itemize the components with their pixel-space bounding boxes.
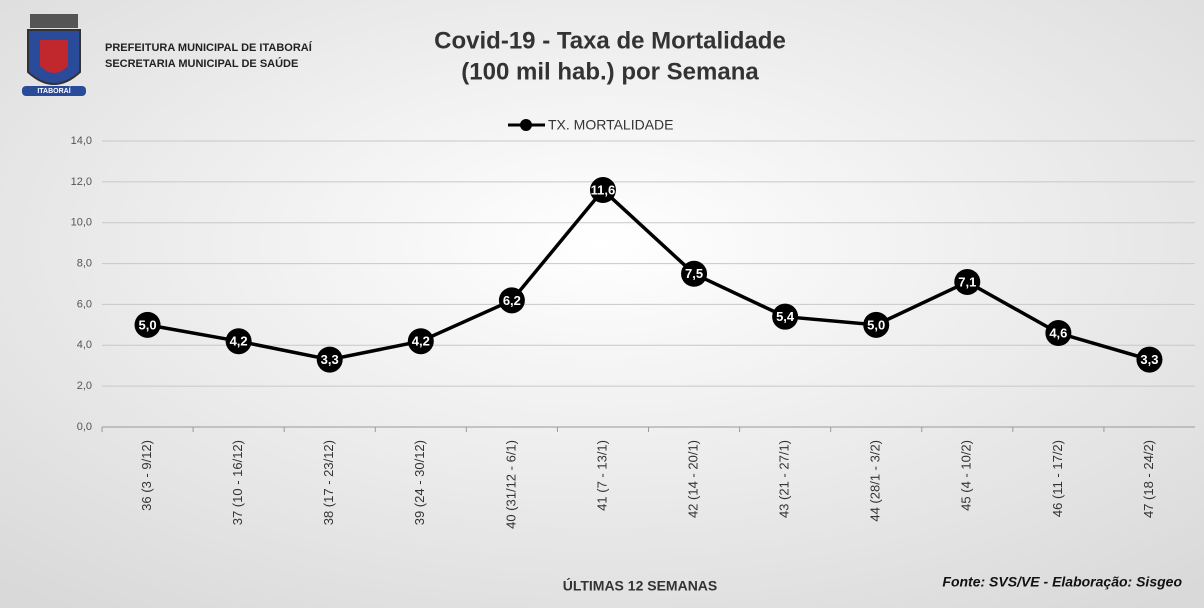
series-line (147, 187, 1150, 362)
x-tick-label: 47 (18 - 24/2) (1141, 440, 1156, 518)
data-label: 7,1 (958, 274, 976, 289)
y-tick-label: 10,0 (71, 217, 92, 229)
source: Fonte: SVS/VE - Elaboração: Sisgeo (942, 574, 1182, 590)
point (772, 303, 799, 330)
y-tick-label: 4,0 (77, 339, 92, 351)
point (225, 328, 252, 355)
data-label: 5,0 (139, 317, 157, 332)
point (681, 260, 708, 287)
y-tick-label: 6,0 (77, 298, 92, 310)
data-label: 3,3 (1140, 352, 1158, 367)
x-tick-label: 43 (21 - 27/1) (777, 440, 792, 518)
legend-label: TX. MORTALIDADE (548, 117, 674, 133)
data-label: 6,2 (503, 293, 521, 308)
legend-marker (520, 119, 532, 131)
data-label: 4,6 (1049, 325, 1067, 340)
y-tick-label: 2,0 (77, 380, 92, 392)
data-label: 3,3 (321, 352, 339, 367)
point (498, 287, 525, 314)
point (407, 328, 434, 355)
x-tick-label: 42 (14 - 20/1) (685, 440, 700, 518)
x-tick-label: 46 (11 - 17/2) (1050, 440, 1065, 517)
data-label: 4,2 (230, 334, 248, 349)
org-line: PREFEITURA MUNICIPAL DE ITABORAÍ (105, 41, 313, 54)
point (1136, 346, 1163, 373)
x-tick-label: 44 (28/1 - 3/2) (868, 440, 883, 522)
x-tick-label: 36 (3 - 9/12) (139, 440, 154, 511)
data-label: 5,0 (867, 317, 885, 332)
data-label: 5,4 (776, 309, 795, 324)
org-line: SECRETARIA MUNICIPAL DE SAÚDE (105, 57, 298, 70)
point (863, 311, 890, 338)
data-label: 4,2 (412, 334, 430, 349)
chart-title: (100 mil hab.) por Semana (461, 58, 759, 85)
y-tick-label: 8,0 (77, 257, 92, 269)
y-tick-label: 0,0 (77, 421, 92, 433)
x-tick-label: 40 (31/12 - 6/1) (503, 440, 518, 529)
x-tick-label: 41 (7 - 13/1) (594, 440, 609, 511)
y-tick-label: 12,0 (71, 176, 92, 188)
data-label: 7,5 (685, 266, 703, 281)
point (134, 311, 161, 338)
x-tick-label: 45 (4 - 10/2) (959, 440, 974, 511)
x-tick-label: 38 (17 - 23/12) (321, 440, 336, 525)
chart-title: Covid-19 - Taxa de Mortalidade (434, 27, 786, 54)
x-tick-label: 39 (24 - 30/12) (412, 440, 427, 525)
point (589, 177, 616, 204)
x-tick-label: 37 (10 - 16/12) (230, 440, 245, 525)
logo-text: ITABORAÍ (37, 86, 71, 95)
point (954, 268, 981, 295)
logo: ITABORAÍ (22, 14, 86, 96)
data-label: 11,6 (591, 182, 616, 197)
y-tick-label: 14,0 (71, 135, 92, 147)
point (1045, 320, 1072, 347)
point (316, 346, 343, 373)
x-axis-title: ÚLTIMAS 12 SEMANAS (563, 577, 718, 594)
